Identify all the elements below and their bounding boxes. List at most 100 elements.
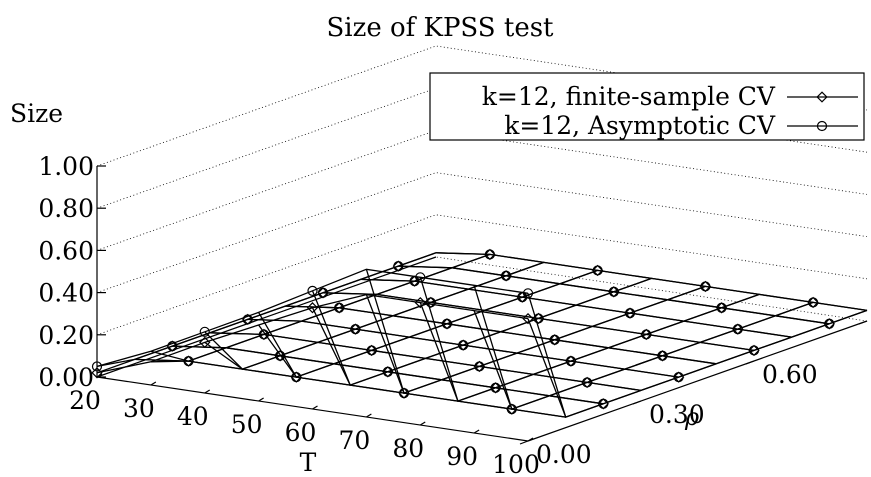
- x-tick-label-3: 50: [231, 410, 263, 439]
- z-tick-label-5: 1.00: [38, 152, 94, 181]
- series-1-col-6: [419, 277, 760, 402]
- series-1-col-4: [311, 277, 652, 386]
- series-1-point-2-6: [490, 382, 501, 393]
- series-1-point-3-1: [258, 329, 269, 340]
- series-1-point-8-6: [716, 302, 727, 313]
- series-1-point-6-8: [748, 345, 760, 356]
- z-tick-label-4: 0.80: [38, 194, 94, 223]
- series-1-point-8-4: [608, 286, 619, 297]
- series-1-point-0-0: [91, 361, 103, 372]
- series-1-point-8-2: [500, 270, 512, 281]
- series-1-col-5: [365, 269, 706, 394]
- x-tick-1: [150, 381, 157, 386]
- series-1-col-8: [527, 293, 868, 418]
- series-1-point-1-7: [506, 404, 517, 415]
- legend-marker-0: [816, 91, 828, 103]
- series-1-point-9-1: [484, 249, 495, 260]
- series-1-col-1: [150, 253, 491, 362]
- series-1-point-0-4: [307, 285, 318, 296]
- legend-label-finite: k=12, finite-sample CV: [482, 82, 776, 111]
- z-gridline-5: [96, 45, 868, 167]
- z-gridline-2: [96, 172, 868, 293]
- series-1-point-6-4: [533, 313, 544, 324]
- y-axis-line: [527, 320, 868, 442]
- x-tick-8: [527, 437, 534, 442]
- series-1-point-7-1: [409, 276, 420, 287]
- x-tick-label-8: 100: [492, 450, 540, 477]
- x-tick-7: [473, 429, 480, 434]
- series-1-point-4-8: [673, 372, 684, 383]
- series-1-point-4-6: [565, 356, 577, 367]
- series-1-point-8-8: [824, 318, 835, 329]
- series-1-point-2-4: [382, 366, 393, 377]
- series-1-point-3-7: [582, 377, 593, 388]
- x-tick-label-1: 30: [123, 394, 155, 423]
- legend: k=12, finite-sample CV k=12, Asymptotic …: [429, 72, 865, 141]
- x-tick-6: [419, 421, 426, 426]
- z-axis-label: Size: [10, 99, 63, 128]
- x-tick-label-4: 60: [285, 418, 317, 447]
- series-1-point-4-2: [350, 324, 361, 335]
- series-1-point-5-5: [549, 334, 560, 345]
- z-tick-label-2: 0.40: [38, 279, 94, 308]
- series-1-point-2-0: [167, 341, 178, 352]
- series-1-point-4-4: [458, 340, 469, 351]
- y-tick-0: [519, 440, 529, 445]
- series-1-point-7-7: [732, 324, 743, 335]
- series-1-point-5-3: [441, 318, 453, 329]
- series-1-point-8-0: [393, 261, 404, 272]
- z-gridline-1: [96, 214, 868, 336]
- series-1-col-0: [96, 252, 437, 368]
- x-tick-4: [312, 405, 318, 410]
- series-1-point-2-8: [598, 398, 609, 409]
- series-1-point-9-3: [592, 265, 603, 276]
- x-axis-label: T: [300, 448, 317, 477]
- y-axis-label: ρ: [684, 403, 699, 431]
- series-1-point-9-5: [700, 281, 711, 292]
- z-gridline-0: [96, 256, 868, 378]
- surface-mesh: [91, 248, 868, 418]
- y-tick-label-0: 0.00: [536, 440, 592, 469]
- series-1-col-3: [258, 269, 598, 378]
- series-0-point-0-0: [91, 367, 103, 379]
- y-tick-label-1: 0.30: [649, 400, 705, 429]
- series-1-point-1-1: [183, 356, 194, 367]
- series-0-row-9: [435, 252, 868, 312]
- y-tick-2: [745, 360, 755, 365]
- series-1-point-1-3: [291, 372, 302, 383]
- tick-labels: 0.00 0.20 0.40 0.60 0.80 1.00 20 30 40 50 60 70 80 90…: [38, 152, 818, 477]
- x-tick-label-5: 70: [338, 426, 370, 455]
- series-1-point-0-2: [199, 326, 210, 337]
- legend-label-asymptotic: k=12, Asymptotic CV: [504, 111, 776, 140]
- series-1-point-6-0: [317, 287, 329, 298]
- x-tick-label-0: 20: [69, 386, 101, 415]
- series-0-point-0-4: [306, 302, 319, 314]
- series-1-point-3-5: [474, 361, 485, 372]
- series-1-point-1-5: [398, 388, 410, 399]
- series-1-point-6-6: [641, 329, 652, 340]
- z-gridline-3: [96, 129, 868, 251]
- series-1-point-4-0: [242, 314, 253, 325]
- x-tick-label-2: 40: [177, 402, 209, 431]
- series-1-point-7-5: [624, 308, 636, 319]
- y-tick-3: [858, 320, 868, 325]
- series-1-point-9-7: [808, 297, 819, 308]
- x-tick-label-7: 90: [446, 442, 478, 471]
- x-tick-3: [258, 397, 264, 402]
- z-tick-label-0: 0.00: [38, 363, 94, 392]
- series-1-row-9: [435, 252, 868, 312]
- legend-marker-1: [816, 120, 828, 132]
- x-tick-5: [366, 413, 372, 418]
- y-tick-label-2: 0.60: [762, 360, 818, 389]
- axes: [96, 165, 868, 445]
- chart-title: Size of KPSS test: [327, 13, 555, 43]
- series-1-point-7-3: [517, 292, 528, 303]
- series-1-point-6-2: [425, 297, 436, 308]
- series-1-col-7: [473, 285, 814, 410]
- series-1-point-5-1: [334, 302, 345, 313]
- x-tick-label-6: 80: [392, 434, 424, 463]
- z-gridline-4: [96, 87, 868, 209]
- series-1-surface: [91, 249, 868, 418]
- series-1-col-2: [204, 261, 545, 370]
